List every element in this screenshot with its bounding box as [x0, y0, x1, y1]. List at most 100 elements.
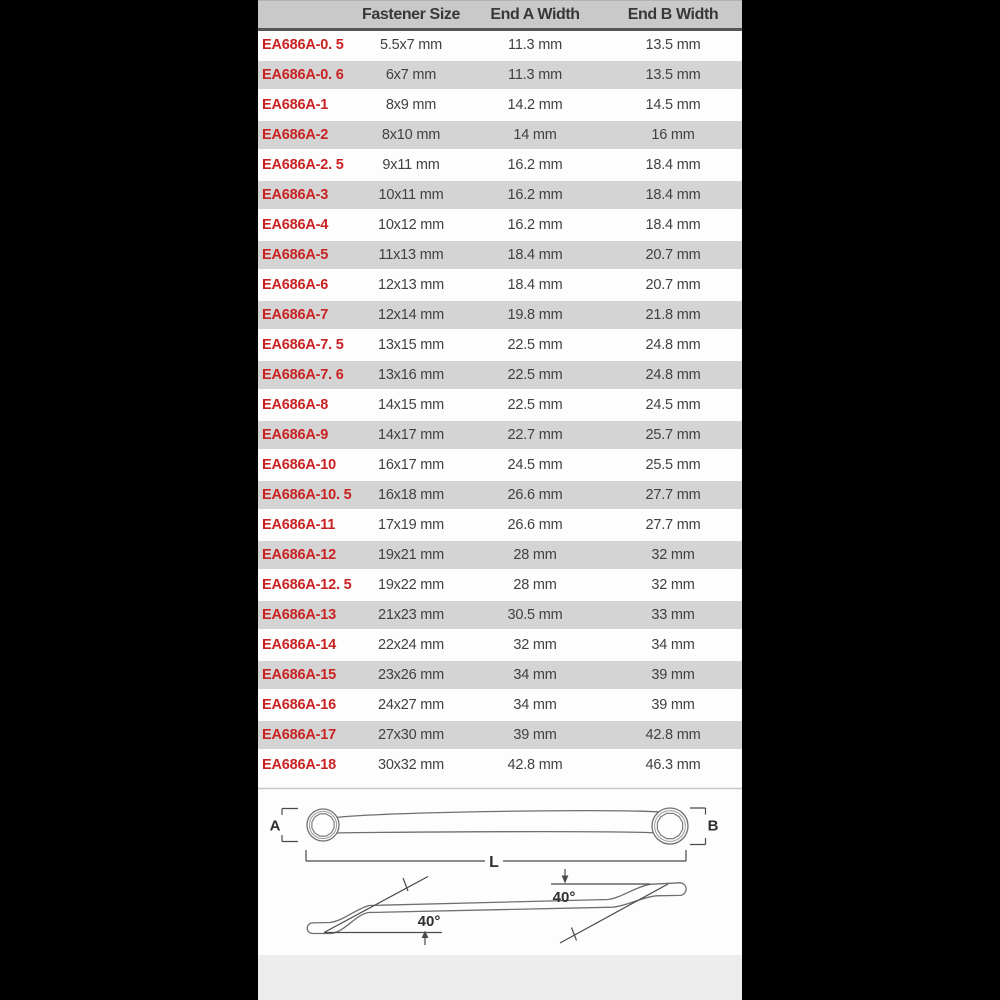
- end-a-width: 28 mm: [513, 576, 557, 593]
- dim-a-label: A: [270, 817, 281, 834]
- end-a-width: 26.6 mm: [507, 516, 563, 533]
- end-a-width: 22.5 mm: [507, 396, 563, 413]
- fastener-size: 16x17 mm: [377, 456, 445, 473]
- product-code: EA686A-7: [262, 306, 329, 323]
- fastener-size: 24x27 mm: [377, 696, 445, 713]
- table-row: EA686A-14 22x24 mm 32 mm 34 mm: [258, 630, 742, 660]
- end-b-width: 46.3 mm: [645, 757, 701, 773]
- product-code: EA686A-14: [262, 636, 336, 653]
- end-b-width: 13.5 mm: [645, 66, 701, 83]
- product-code: EA686A-7. 5: [262, 336, 344, 353]
- table-row: EA686A-2 8x10 mm 14 mm 16 mm: [258, 119, 742, 150]
- product-code: EA686A-2. 5: [262, 156, 344, 173]
- spec-table: Fastener Size End A Width End B Width EA…: [258, 0, 742, 780]
- table-row: EA686A-16 24x27 mm 34 mm 39 mm: [258, 690, 742, 720]
- table-row: EA686A-7 12x14 mm 19.8 mm 21.8 mm: [258, 299, 742, 330]
- table-row: EA686A-2. 5 9x11 mm 16.2 mm 18.4 mm: [258, 150, 742, 180]
- fastener-size: 10x12 mm: [377, 216, 445, 233]
- bottom-strip: [258, 955, 742, 1000]
- end-a-width: 22.7 mm: [507, 426, 563, 443]
- fastener-size: 13x16 mm: [377, 366, 445, 383]
- end-a-width: 18.4 mm: [507, 246, 563, 263]
- end-b-width: 27.7 mm: [645, 486, 701, 503]
- header-end-b-width: End B Width: [604, 0, 742, 31]
- product-code: EA686A-8: [262, 396, 329, 413]
- end-a-width: 16.2 mm: [507, 186, 563, 203]
- end-b-width: 32 mm: [651, 546, 695, 563]
- dimension-l: L: [305, 849, 687, 871]
- end-a-width: 32 mm: [513, 636, 557, 653]
- product-code: EA686A-12: [262, 546, 336, 563]
- table-row: EA686A-12 19x21 mm 28 mm 32 mm: [258, 539, 742, 570]
- end-a-width: 16.2 mm: [507, 156, 563, 173]
- table-row: EA686A-7. 6 13x16 mm 22.5 mm 24.8 mm: [258, 359, 742, 390]
- fastener-size: 16x18 mm: [377, 486, 445, 503]
- end-a-width: 14 mm: [513, 126, 557, 143]
- dim-l-label: L: [489, 854, 499, 871]
- fastener-size: 27x30 mm: [377, 726, 445, 743]
- product-code: EA686A-3: [262, 186, 329, 203]
- end-a-width: 34 mm: [513, 666, 557, 683]
- end-b-width: 39 mm: [651, 666, 695, 683]
- product-code: EA686A-0. 6: [262, 66, 344, 83]
- table-row: EA686A-0. 5 5.5x7 mm 11.3 mm 13.5 mm: [258, 30, 742, 60]
- dimension-a: A: [270, 807, 298, 842]
- product-code: EA686A-0. 5: [262, 36, 344, 53]
- end-b-width: 21.8 mm: [645, 306, 701, 323]
- fastener-size: 17x19 mm: [377, 516, 445, 533]
- end-b-width: 16 mm: [651, 126, 695, 143]
- end-b-width: 20.7 mm: [645, 246, 701, 263]
- table-row: EA686A-10 16x17 mm 24.5 mm 25.5 mm: [258, 450, 742, 480]
- table-row: EA686A-5 11x13 mm 18.4 mm 20.7 mm: [258, 239, 742, 270]
- end-b-width: 18.4 mm: [645, 156, 701, 173]
- table-row: EA686A-1 8x9 mm 14.2 mm 14.5 mm: [258, 90, 742, 120]
- end-a-width: 22.5 mm: [507, 336, 563, 353]
- end-a-width: 24.5 mm: [507, 456, 563, 473]
- fastener-size: 14x17 mm: [377, 426, 445, 443]
- product-code: EA686A-13: [262, 606, 336, 623]
- product-code: EA686A-2: [262, 126, 329, 143]
- product-code: EA686A-4: [262, 216, 329, 233]
- fastener-size: 8x10 mm: [381, 126, 441, 143]
- product-code: EA686A-5: [262, 246, 329, 263]
- wrench-diagram: A B L 40°: [258, 787, 742, 945]
- table-row: EA686A-13 21x23 mm 30.5 mm 33 mm: [258, 599, 742, 630]
- end-b-width: 25.7 mm: [645, 426, 701, 443]
- fastener-size: 14x15 mm: [377, 396, 445, 413]
- end-a-width: 30.5 mm: [507, 606, 563, 623]
- end-b-width: 33 mm: [651, 606, 695, 623]
- end-a-width: 39 mm: [513, 726, 557, 743]
- table-row: EA686A-0. 6 6x7 mm 11.3 mm 13.5 mm: [258, 59, 742, 90]
- table-row: EA686A-4 10x12 mm 16.2 mm 18.4 mm: [258, 210, 742, 240]
- fastener-size: 10x11 mm: [378, 186, 444, 203]
- end-a-width: 11.3 mm: [508, 66, 562, 83]
- end-b-width: 24.8 mm: [645, 336, 701, 353]
- end-b-width: 27.7 mm: [645, 516, 701, 533]
- angle-left-annotation: 40°: [323, 875, 442, 945]
- product-code: EA686A-18: [262, 757, 336, 773]
- end-b-width: 34 mm: [651, 636, 695, 653]
- end-b-width: 32 mm: [651, 576, 695, 593]
- fastener-size: 12x13 mm: [377, 276, 445, 293]
- fastener-size: 12x14 mm: [377, 306, 445, 323]
- end-a-width: 18.4 mm: [507, 276, 563, 293]
- table-row: EA686A-7. 5 13x15 mm 22.5 mm 24.8 mm: [258, 330, 742, 360]
- table-body: EA686A-0. 5 5.5x7 mm 11.3 mm 13.5 mm EA686A-…: [258, 30, 742, 780]
- end-a-width: 28 mm: [513, 546, 557, 563]
- product-code: EA686A-16: [262, 696, 336, 713]
- end-b-width: 39 mm: [651, 696, 695, 713]
- end-b-width: 20.7 mm: [645, 276, 701, 293]
- table-row: EA686A-8 14x15 mm 22.5 mm 24.5 mm: [258, 390, 742, 420]
- wrench-side-view: [306, 881, 687, 934]
- fastener-size: 6x7 mm: [385, 66, 437, 83]
- table-row: EA686A-17 27x30 mm 39 mm 42.8 mm: [258, 719, 742, 750]
- side-view-body: [306, 881, 687, 934]
- end-a-width: 14.2 mm: [507, 96, 563, 113]
- product-code: EA686A-1: [262, 96, 329, 113]
- table-row: EA686A-3 10x11 mm 16.2 mm 18.4 mm: [258, 179, 742, 210]
- fastener-size: 19x22 mm: [377, 576, 445, 593]
- header-end-a-width: End A Width: [466, 0, 604, 31]
- product-code: EA686A-7. 6: [262, 366, 344, 383]
- fastener-size: 19x21 mm: [377, 546, 445, 563]
- product-code: EA686A-10. 5: [262, 486, 352, 503]
